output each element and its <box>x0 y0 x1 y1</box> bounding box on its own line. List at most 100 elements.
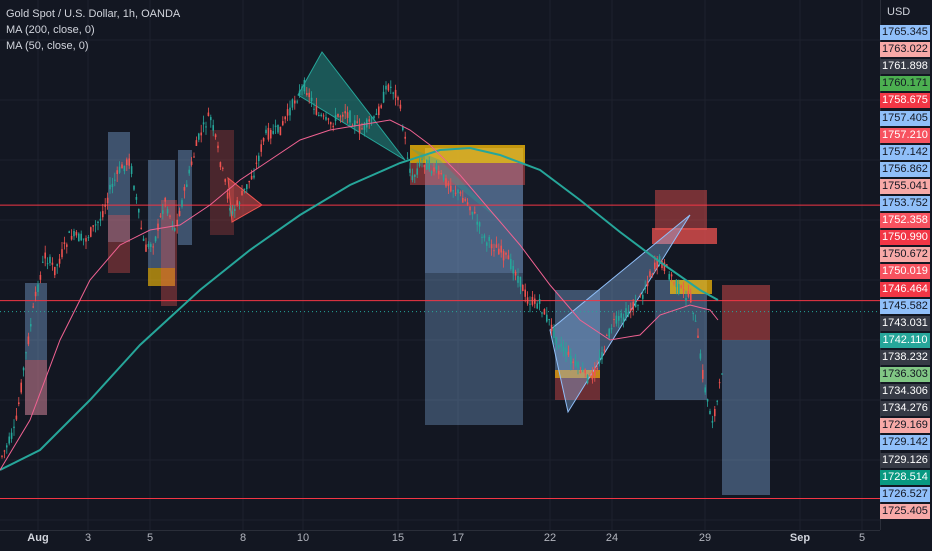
zone-box <box>652 228 717 244</box>
candle-body <box>284 116 286 120</box>
price-tag[interactable]: 1757.405 <box>880 110 930 126</box>
price-tag[interactable]: 1753.752 <box>880 196 930 211</box>
candle-body <box>104 204 106 207</box>
candle-body <box>238 202 241 204</box>
candle-body <box>584 369 586 374</box>
candle-body <box>630 308 632 311</box>
candle-body <box>279 126 282 136</box>
candle-body <box>514 271 517 276</box>
candle-body <box>440 173 442 175</box>
price-tag[interactable]: 1756.862 <box>880 161 930 177</box>
candle-body <box>73 230 75 237</box>
candle-body <box>519 276 522 287</box>
candle-body <box>56 264 58 266</box>
candle-body <box>63 242 66 244</box>
candle-body <box>464 199 466 201</box>
price-tag[interactable]: 1742.110 <box>880 332 930 348</box>
candle-body <box>178 210 181 216</box>
candle-body <box>102 211 104 218</box>
candle-body <box>721 373 723 375</box>
candle-body <box>651 273 654 276</box>
symbol-title[interactable]: Gold Spot / U.S. Dollar, 1h, OANDA <box>6 8 181 20</box>
price-tag[interactable]: 1729.142 <box>880 435 930 451</box>
price-tag[interactable]: 1755.041 <box>880 178 930 194</box>
ma50-line <box>0 119 719 471</box>
price-tag[interactable]: 1752.358 <box>880 213 930 229</box>
candle-body <box>512 266 514 274</box>
price-tag[interactable]: 1734.306 <box>880 384 930 400</box>
candle-body <box>476 221 478 225</box>
candle-body <box>133 185 135 190</box>
candle-body <box>308 92 310 98</box>
candle-body <box>241 191 243 196</box>
triangle-pattern <box>297 51 406 161</box>
price-tag[interactable]: 1760.171 <box>880 76 930 92</box>
currency-label[interactable]: USD <box>887 6 911 18</box>
candle-body <box>579 371 582 373</box>
candle-body <box>231 211 234 214</box>
candle-body <box>200 132 202 136</box>
candle-body <box>210 117 212 121</box>
price-tag[interactable]: 1743.031 <box>880 315 930 331</box>
chart-canvas[interactable] <box>0 0 880 530</box>
candle-body <box>217 145 219 149</box>
candle-body <box>414 174 416 177</box>
candle-body <box>42 261 44 263</box>
price-tag[interactable]: 1757.142 <box>880 144 930 160</box>
candle-body <box>601 352 603 360</box>
zone-box <box>148 268 175 286</box>
price-tag[interactable]: 1729.126 <box>880 452 930 468</box>
candle-body <box>466 202 469 205</box>
price-tag[interactable]: 1745.582 <box>880 298 930 314</box>
zone-box <box>655 190 707 230</box>
price-tag[interactable]: 1725.405 <box>880 503 930 519</box>
candle-body <box>505 252 507 255</box>
price-tag[interactable]: 1738.232 <box>880 349 930 365</box>
candle-body <box>606 335 608 337</box>
time-axis[interactable] <box>0 530 880 551</box>
candle-body <box>716 400 718 402</box>
price-tag[interactable]: 1757.210 <box>880 127 930 143</box>
candle-body <box>632 301 634 311</box>
candle-body <box>22 367 25 371</box>
candle-body <box>675 279 678 288</box>
candle-body <box>10 432 13 439</box>
candle-body <box>236 200 238 205</box>
price-tag[interactable]: 1734.276 <box>880 401 930 417</box>
price-tag[interactable]: 1746.464 <box>880 281 930 297</box>
candle-body <box>493 250 495 252</box>
ma50-legend[interactable]: MA (50, close, 0) <box>6 40 89 52</box>
candle-body <box>212 125 214 131</box>
candle-body <box>582 368 584 371</box>
candle-body <box>337 113 339 117</box>
price-tag[interactable]: 1736.303 <box>880 367 930 382</box>
candle-body <box>435 166 438 170</box>
candle-body <box>205 126 207 128</box>
price-tag[interactable]: 1761.898 <box>880 59 930 75</box>
candle-body <box>685 297 687 301</box>
candle-body <box>522 284 524 292</box>
candle-body <box>286 109 289 116</box>
ma200-legend[interactable]: MA (200, close, 0) <box>6 24 95 36</box>
candle-body <box>87 237 90 239</box>
candle-body <box>680 285 682 288</box>
candle-body <box>181 200 183 207</box>
price-tag[interactable]: 1758.675 <box>880 93 930 109</box>
zone-box <box>108 132 130 242</box>
price-tag[interactable]: 1763.022 <box>880 42 930 58</box>
candle-body <box>80 233 82 241</box>
price-tag[interactable]: 1750.672 <box>880 247 930 263</box>
price-tag[interactable]: 1750.019 <box>880 264 930 280</box>
candle-body <box>471 211 474 215</box>
price-tag[interactable]: 1726.527 <box>880 486 930 502</box>
candle-body <box>510 258 512 270</box>
price-tag[interactable]: 1750.990 <box>880 230 930 246</box>
candle-body <box>574 361 577 366</box>
candle-body <box>670 274 673 277</box>
price-tag[interactable]: 1765.345 <box>880 25 930 40</box>
price-tag[interactable]: 1728.514 <box>880 469 930 485</box>
price-tag[interactable]: 1729.169 <box>880 418 930 434</box>
candle-body <box>390 86 392 88</box>
candle-body <box>334 115 337 121</box>
candle-body <box>572 361 574 364</box>
